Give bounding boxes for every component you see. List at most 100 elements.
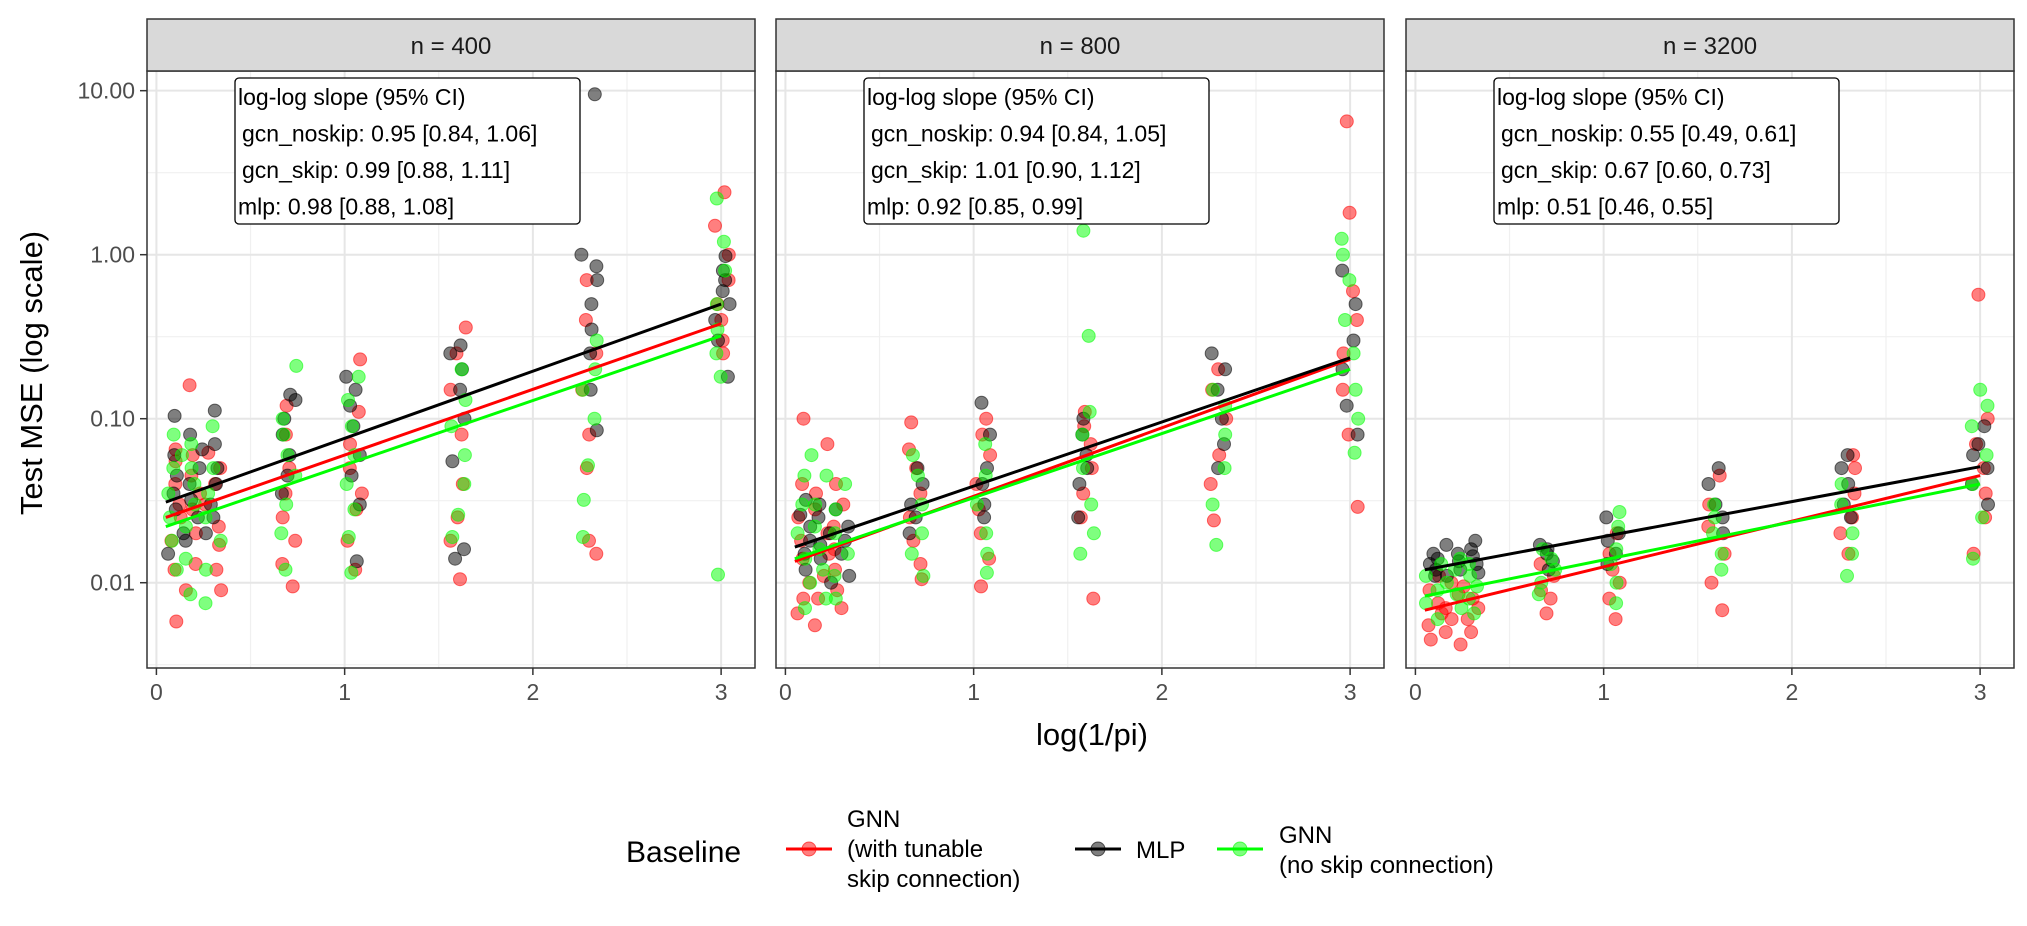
data-point-mlp: [1204, 346, 1219, 361]
data-point-gcn-noskip: [1714, 546, 1729, 561]
data-point-gcn-skip: [1453, 637, 1468, 652]
x-tick-label: 1: [967, 679, 980, 705]
facet-strip: [146, 18, 756, 72]
data-point-mlp: [1339, 398, 1354, 413]
data-point-gcn-noskip: [169, 562, 184, 577]
data-point-gcn-noskip: [709, 191, 724, 206]
data-point-mlp: [1599, 510, 1614, 525]
data-point-mlp: [1468, 533, 1483, 548]
data-point-gcn-noskip: [819, 468, 834, 483]
data-point-mlp: [349, 554, 364, 569]
data-point-gcn-noskip: [905, 448, 920, 463]
data-point-gcn-noskip: [576, 530, 590, 544]
data-point-mlp: [1218, 362, 1233, 377]
legend-label-line: MLP: [1136, 837, 1185, 864]
data-point-mlp: [1981, 497, 1995, 512]
data-point-mlp: [161, 546, 176, 561]
data-point-gcn-noskip: [1351, 411, 1366, 426]
data-point-mlp: [589, 423, 604, 438]
data-point-gcn-skip: [1608, 612, 1623, 627]
x-tick-label: 2: [526, 679, 539, 705]
fit-line-gcn-skip: [165, 322, 722, 519]
data-point-gcn-noskip: [1467, 606, 1482, 621]
data-point-gcn-skip: [458, 320, 473, 335]
data-point-gcn-skip: [1086, 591, 1101, 606]
facet-strip-label: n = 400: [411, 33, 492, 60]
data-point-gcn-noskip: [808, 497, 823, 512]
data-point-gcn-noskip: [915, 526, 929, 541]
data-point-gcn-noskip: [828, 502, 843, 517]
data-point-gcn-noskip: [457, 448, 472, 463]
legend-key-gcn-skip: [786, 841, 832, 857]
data-point-mlp: [1426, 546, 1441, 561]
data-point-gcn-noskip: [795, 497, 810, 512]
data-point-gcn-noskip: [1348, 382, 1363, 397]
legend-key-mlp: [1075, 841, 1121, 857]
slope-annotation-line: gcn_noskip: 0.95 [0.84, 1.06]: [242, 121, 537, 147]
x-tick-label: 1: [338, 679, 351, 705]
data-point-gcn-noskip: [184, 461, 199, 476]
data-point-gcn-noskip: [1430, 612, 1445, 627]
legend-title: Baseline: [626, 836, 741, 869]
data-point-mlp: [1071, 510, 1086, 525]
data-point-mlp: [718, 249, 733, 264]
data-point-gcn-noskip: [716, 234, 731, 249]
data-point-gcn-skip: [1715, 603, 1730, 618]
data-point-gcn-noskip: [1206, 382, 1221, 397]
data-point-gcn-noskip: [797, 468, 812, 483]
data-point-gcn-noskip: [803, 575, 818, 590]
data-point-gcn-skip: [1848, 461, 1862, 476]
data-point-gcn-noskip: [183, 587, 198, 602]
data-point-gcn-noskip: [790, 526, 805, 541]
data-point-gcn-noskip: [576, 492, 591, 507]
data-point-mlp: [1980, 461, 1995, 476]
data-point-mlp: [198, 526, 213, 541]
data-point-gcn-noskip: [1086, 526, 1101, 541]
slope-annotation-box: [863, 77, 1210, 225]
data-point-mlp: [842, 568, 857, 583]
data-point-gcn-noskip: [206, 461, 221, 476]
data-point-gcn-noskip: [205, 419, 220, 434]
slope-annotation-line: mlp: 0.92 [0.85, 0.99]: [867, 194, 1083, 220]
legend-label-line: (with tunable: [847, 836, 983, 863]
data-point-gcn-skip: [796, 411, 811, 426]
data-point-gcn-noskip: [1611, 519, 1626, 534]
x-tick-label: 3: [715, 679, 728, 705]
data-point-gcn-noskip: [798, 601, 812, 616]
data-point-gcn-noskip: [1335, 247, 1350, 262]
data-point-gcn-noskip: [1973, 382, 1988, 397]
x-tick-label: 2: [1785, 679, 1798, 705]
data-point-gcn-skip: [913, 557, 928, 571]
legend-key-gcn-noskip: [1217, 841, 1263, 857]
data-point-gcn-skip: [214, 583, 229, 598]
slope-annotation-line: gcn_skip: 1.01 [0.90, 1.12]: [871, 157, 1141, 183]
data-point-gcn-noskip: [344, 419, 359, 434]
fit-line-gcn-noskip: [165, 334, 722, 528]
data-point-gcn-skip: [1438, 625, 1453, 640]
slope-annotation-line: mlp: 0.51 [0.46, 0.55]: [1497, 194, 1713, 220]
data-point-gcn-noskip: [344, 565, 359, 580]
data-point-mlp: [977, 510, 992, 525]
x-tick-label: 2: [1155, 679, 1168, 705]
data-point-mlp: [902, 526, 917, 541]
data-point-gcn-noskip: [807, 519, 822, 534]
data-point-gcn-noskip: [979, 565, 994, 580]
data-point-gcn-noskip: [279, 497, 294, 512]
data-point-mlp: [574, 247, 589, 262]
legend: Baseline GNN (with tunable skip connection)…: [626, 806, 1494, 893]
data-point-gcn-noskip: [1075, 427, 1090, 442]
data-point-mlp: [722, 297, 737, 312]
data-point-mlp: [1439, 537, 1454, 552]
fit-line-gcn-noskip: [794, 367, 1351, 561]
slope-annotation-box: [234, 77, 581, 225]
data-point-gcn-noskip: [840, 546, 855, 561]
data-point-gcn-noskip: [838, 477, 853, 491]
legend-label-line: GNN: [847, 806, 900, 833]
data-point-mlp: [448, 551, 463, 566]
slope-annotation-box: [1493, 77, 1840, 225]
data-point-gcn-noskip: [1076, 223, 1091, 238]
data-point-gcn-skip: [353, 352, 368, 367]
legend-label-line: skip connection): [847, 866, 1020, 893]
data-point-mlp: [283, 387, 298, 402]
